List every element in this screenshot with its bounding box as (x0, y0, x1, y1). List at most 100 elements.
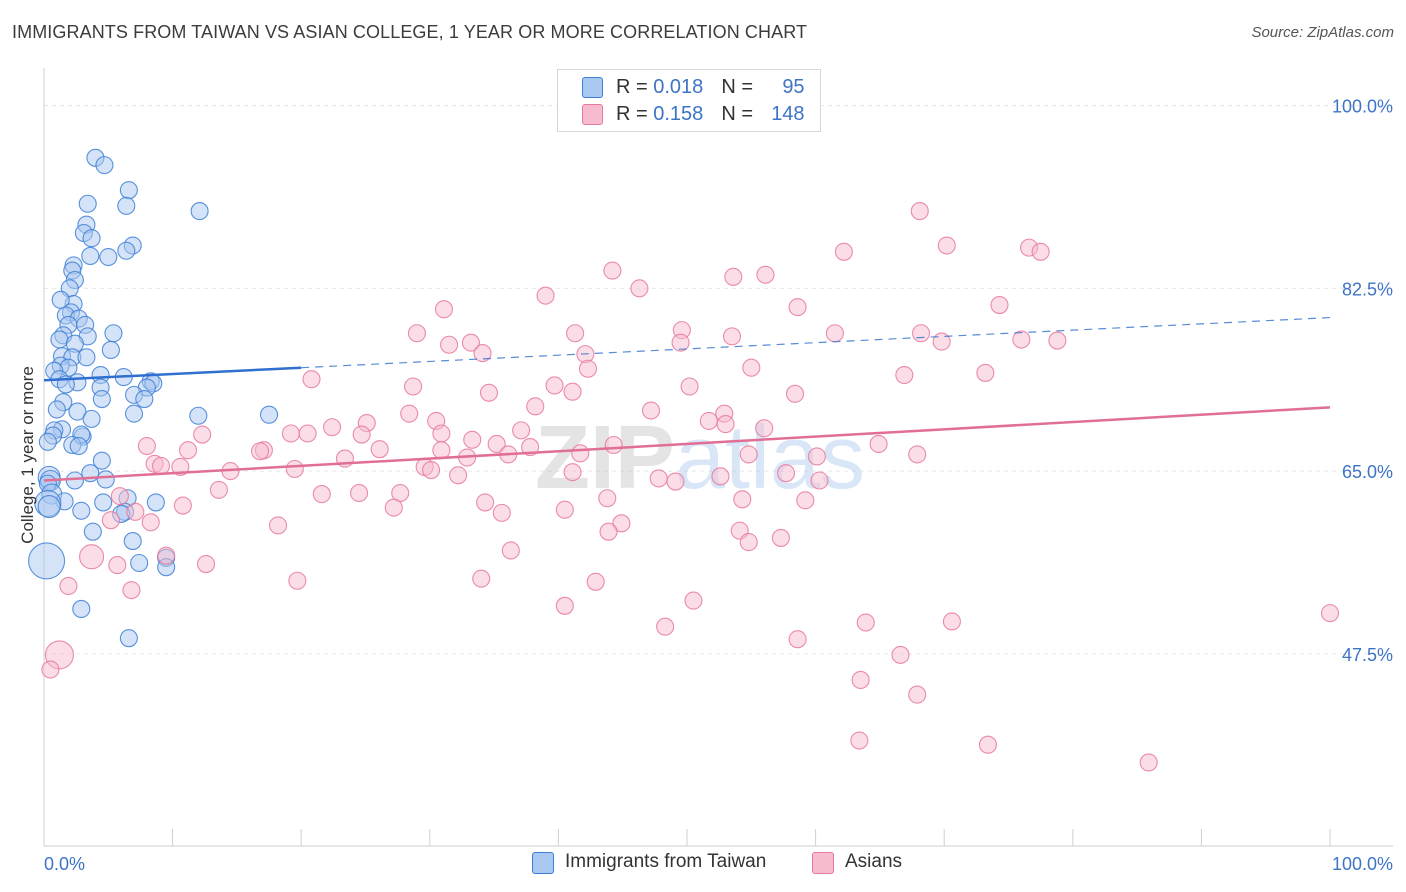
asians-point (612, 514, 631, 533)
taiwan-point (78, 194, 97, 213)
taiwan-point (65, 471, 84, 490)
asians-point (699, 411, 718, 431)
asians-point (739, 533, 758, 552)
taiwan-point (83, 522, 102, 541)
asians-point (739, 445, 758, 464)
asians-point (856, 613, 875, 632)
asians-point (122, 581, 141, 600)
asians-point (400, 404, 419, 423)
taiwan-point (124, 404, 144, 423)
asians-point (298, 424, 317, 443)
n-value: 95 (782, 76, 805, 98)
asians-point (352, 425, 371, 444)
n-value: 148 (771, 103, 805, 125)
asians-trend-line (43, 406, 1331, 482)
asians-point (796, 491, 815, 510)
asians-point (521, 438, 540, 457)
legend-swatch (582, 104, 603, 125)
asians-point (41, 660, 60, 679)
asians-point (422, 461, 441, 480)
asians-point (151, 456, 171, 475)
asians-point (834, 242, 853, 261)
chart-title: IMMIGRANTS FROM TAIWAN VS ASIAN COLLEGE,… (12, 22, 808, 42)
asians-point (724, 267, 743, 286)
stats-legend: R = 0.018 N = 95 R = 0.158 N = 148 (557, 69, 821, 132)
asians-point (463, 430, 482, 449)
taiwan-point (259, 405, 279, 424)
axes (43, 68, 1393, 847)
asians-point (711, 467, 730, 486)
taiwan-trend-extension (301, 316, 1331, 369)
y-tick-label: 65.0% (1342, 462, 1393, 482)
asians-point (656, 617, 675, 636)
asians-point (851, 670, 870, 690)
asians-point (108, 556, 127, 575)
asians-point (461, 333, 481, 352)
r-label: R = (616, 103, 648, 125)
taiwan-point (117, 241, 136, 260)
asians-point (434, 300, 453, 319)
asians-point (776, 464, 796, 483)
asians-point (755, 419, 774, 438)
y-tick-label: 82.5% (1342, 279, 1393, 299)
asians-point (323, 418, 342, 437)
taiwan-point (72, 599, 91, 618)
legend-stats: R = 0.158 N = 148 (616, 103, 805, 126)
taiwan-trend-line (43, 366, 302, 382)
asians-point (281, 424, 300, 443)
taiwan-point (96, 470, 115, 489)
taiwan-point (135, 389, 154, 409)
asians-point (869, 434, 888, 453)
asians-point (472, 569, 491, 588)
asians-point (825, 324, 844, 343)
asians-point (173, 496, 192, 515)
asians-point (810, 471, 829, 490)
r-value: 0.158 (653, 103, 704, 125)
asians-point (604, 435, 623, 455)
taiwan-point (81, 246, 100, 266)
asians-point (350, 483, 369, 503)
asians-point (536, 286, 555, 305)
taiwan-point (38, 432, 57, 451)
asians-point (680, 377, 699, 396)
taiwan-point (130, 553, 149, 573)
taiwan-point (95, 156, 114, 175)
asians-point (250, 442, 270, 461)
asians-point (487, 434, 506, 453)
taiwan-point (47, 400, 66, 419)
asians-point (288, 571, 307, 590)
y-tick-label: 100.0% (1332, 97, 1393, 117)
asians-point (895, 365, 914, 385)
asians-point (603, 261, 622, 280)
taiwan-point (72, 501, 91, 520)
legend-stats: R = 0.018 N = 95 (616, 76, 805, 99)
asians-point (492, 503, 511, 522)
asians-point (598, 489, 617, 508)
r-label: R = (616, 76, 648, 98)
asians-point (193, 425, 212, 444)
asians-point (555, 500, 574, 519)
series-asians-points (41, 202, 1340, 772)
grid-lines (44, 105, 1393, 655)
taiwan-point (119, 181, 138, 200)
asians-point (312, 485, 331, 504)
taiwan-point (77, 348, 96, 367)
asians-point (771, 528, 790, 547)
y-axis-label: College, 1 year or more (18, 366, 37, 544)
asians-point (563, 463, 582, 482)
taiwan-point (123, 532, 142, 551)
taiwan-point (28, 542, 66, 580)
taiwan-point (189, 406, 208, 425)
taiwan-point (50, 330, 69, 349)
taiwan-point (94, 493, 113, 512)
asians-point (545, 376, 564, 395)
asians-point (641, 401, 661, 420)
asians-point (432, 424, 451, 443)
asians-point (976, 363, 995, 382)
asians-point (449, 466, 468, 485)
taiwan-point (68, 402, 87, 421)
asians-point (1048, 331, 1067, 350)
asians-point (586, 572, 605, 591)
taiwan-point (119, 629, 138, 648)
